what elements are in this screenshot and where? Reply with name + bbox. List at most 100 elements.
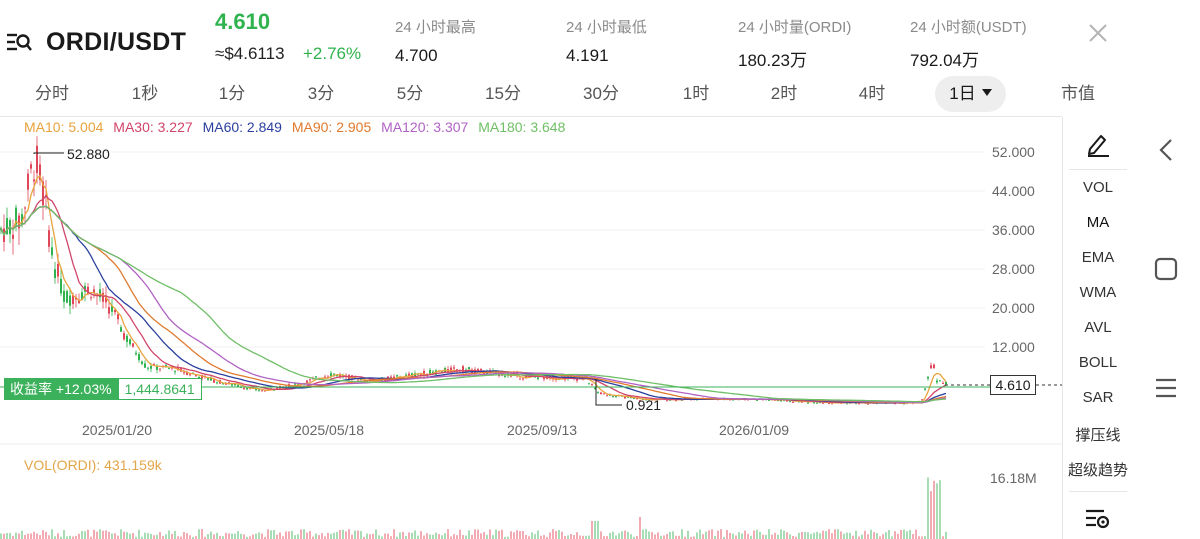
- volume-bar: [792, 536, 794, 539]
- volume-bar: [495, 529, 497, 539]
- volume-bar: [561, 531, 563, 539]
- volume-bar: [192, 536, 194, 539]
- volume-bar: [336, 531, 338, 539]
- volume-bar: [873, 532, 875, 539]
- volume-bar: [225, 532, 227, 539]
- candle-body: [588, 383, 590, 385]
- tab-4h[interactable]: 4时: [858, 84, 886, 103]
- profit-value: 1,444.8641: [117, 378, 202, 400]
- candle-body: [336, 375, 338, 377]
- indicator-vol[interactable]: VOL: [1082, 179, 1113, 196]
- indicator-sar[interactable]: SAR: [1082, 389, 1114, 406]
- volume-bar: [360, 531, 362, 539]
- pair-title[interactable]: ORDI/USDT: [46, 28, 187, 56]
- indicator-wma[interactable]: WMA: [1079, 284, 1117, 301]
- indicator-settings-icon[interactable]: [1085, 507, 1111, 529]
- candle-body: [153, 364, 155, 366]
- candle-body: [168, 367, 170, 369]
- ma120-label: MA120: 3.307: [381, 119, 469, 135]
- tab-1s[interactable]: 1秒: [131, 84, 159, 103]
- candle-body: [63, 290, 65, 302]
- pen-draw-icon[interactable]: [1085, 131, 1111, 157]
- volume-bar: [429, 534, 431, 539]
- tab-5m[interactable]: 5分: [396, 84, 424, 103]
- volume-bar: [768, 529, 770, 539]
- indicator-support-resistance[interactable]: 撑压线: [1075, 427, 1121, 444]
- volume-bar: [540, 535, 542, 539]
- menu-search-icon[interactable]: [6, 31, 32, 53]
- candle-body: [183, 372, 185, 374]
- candle-body: [930, 365, 932, 369]
- stat-24h-high: 24 小时最高 4.700: [395, 16, 476, 66]
- tab-1d[interactable]: 1日: [935, 76, 1006, 112]
- volume-bar: [672, 531, 674, 539]
- volume-bar: [441, 535, 443, 539]
- volume-bar: [933, 480, 935, 539]
- pair-header: ORDI/USDT 4.610 ≈$4.6113 +2.76% 24 小时最高 …: [0, 0, 1200, 74]
- tab-3m[interactable]: 3分: [307, 84, 335, 103]
- candlestick-chart[interactable]: [0, 117, 1062, 539]
- volume-bar: [774, 532, 776, 539]
- indicator-ma[interactable]: MA: [1086, 214, 1110, 231]
- candle-body: [129, 339, 131, 345]
- divider: [0, 116, 1062, 117]
- volume-bar: [255, 533, 257, 539]
- volume-bar: [168, 530, 170, 539]
- tab-timeline[interactable]: 分时: [35, 84, 69, 103]
- volume-bar: [81, 530, 83, 539]
- tab-2h[interactable]: 2时: [770, 84, 798, 103]
- indicator-boll[interactable]: BOLL: [1078, 354, 1118, 371]
- tab-1h[interactable]: 1时: [682, 84, 710, 103]
- volume-bar: [174, 530, 176, 539]
- tab-15m[interactable]: 15分: [485, 84, 521, 103]
- volume-bar: [252, 534, 254, 539]
- stat-value: 4.700: [395, 46, 438, 65]
- volume-bar: [264, 536, 266, 539]
- recent-apps-icon[interactable]: [1154, 377, 1178, 399]
- chart-grid: [0, 151, 985, 348]
- volume-bar: [939, 480, 941, 539]
- ma90-label: MA90: 2.905: [291, 119, 372, 135]
- candle-body: [360, 379, 362, 381]
- candle-body: [396, 375, 398, 377]
- volume-bar: [936, 483, 938, 539]
- candle-body: [189, 374, 191, 376]
- home-icon[interactable]: [1154, 257, 1178, 281]
- candle-body: [822, 402, 824, 404]
- volume-bar: [837, 529, 839, 539]
- volume-bar: [897, 533, 899, 539]
- candle-body: [117, 314, 119, 320]
- back-icon[interactable]: [1156, 137, 1176, 163]
- volume-bar: [417, 535, 419, 539]
- volume-bar: [639, 517, 641, 539]
- candle-body: [231, 383, 233, 386]
- tab-1m[interactable]: 1分: [218, 84, 246, 103]
- candle-body: [33, 179, 35, 182]
- close-icon[interactable]: [1085, 20, 1111, 46]
- indicator-supertrend[interactable]: 超级趋势: [1067, 462, 1128, 479]
- candle-body: [78, 299, 80, 304]
- volume-bar: [771, 534, 773, 539]
- tab-market-cap[interactable]: 市值: [1061, 84, 1095, 103]
- volume-bar: [645, 529, 647, 539]
- volume-bar: [282, 536, 284, 539]
- volume-bar: [348, 529, 350, 539]
- volume-bar: [858, 536, 860, 539]
- candle-body: [453, 367, 455, 369]
- candle-body: [639, 400, 641, 402]
- volume-bar: [816, 531, 818, 539]
- indicator-avl[interactable]: AVL: [1084, 319, 1112, 336]
- volume-bar: [432, 534, 434, 539]
- candle-body: [390, 376, 392, 378]
- volume-bar: [870, 529, 872, 539]
- tab-30m[interactable]: 30分: [583, 84, 619, 103]
- profit-badge[interactable]: 收益率 +12.03% 1,444.8641: [4, 378, 202, 400]
- volume-bar: [249, 536, 251, 539]
- indicator-ema[interactable]: EMA: [1081, 249, 1115, 266]
- candle-body: [243, 387, 245, 389]
- volume-bar: [228, 533, 230, 539]
- stat-value: 180.23万: [738, 51, 807, 70]
- volume-bar: [822, 530, 824, 539]
- candle-body: [102, 292, 104, 302]
- candle-body: [456, 369, 458, 372]
